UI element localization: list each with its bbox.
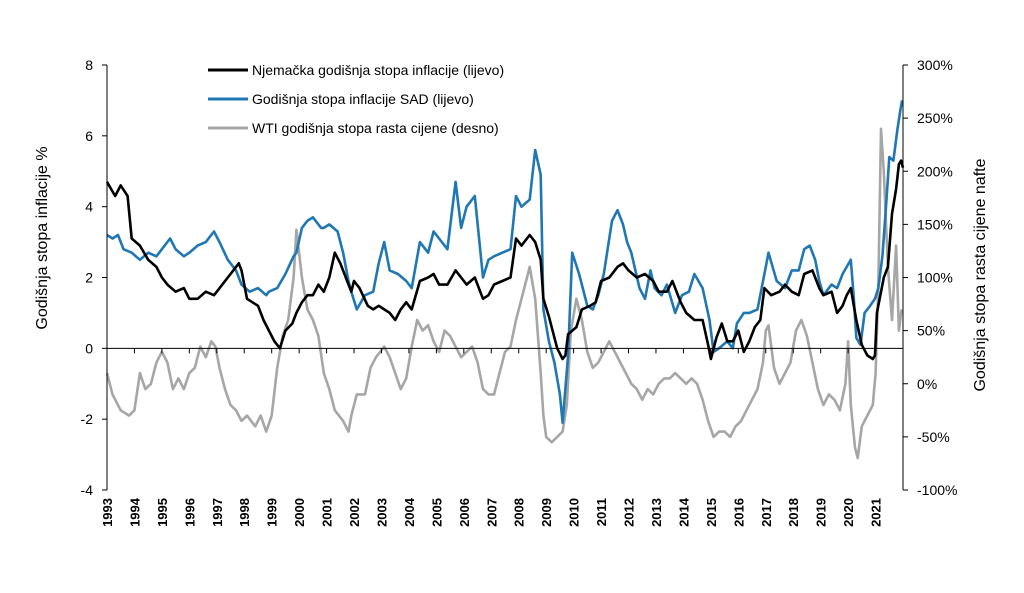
x-tick-label: 2020 xyxy=(841,498,856,527)
y-right-tick-label: 300% xyxy=(917,57,953,73)
x-tick-label: 1998 xyxy=(237,498,252,527)
x-tick-label: 1994 xyxy=(127,497,142,527)
y-left-tick-label: 2 xyxy=(85,270,93,286)
x-tick-label: 2006 xyxy=(457,498,472,527)
x-tick-label: 2019 xyxy=(814,498,829,527)
x-tick-label: 2021 xyxy=(869,498,884,527)
legend-label-1: Njemačka godišnja stopa inflacije (lijev… xyxy=(252,62,504,78)
y-right-tick-label: -100% xyxy=(917,482,957,498)
y-right-tick-label: 250% xyxy=(917,110,953,126)
series-line-3 xyxy=(105,127,903,460)
x-tick-label: 2018 xyxy=(786,498,801,527)
series-line-1 xyxy=(105,159,905,361)
y-right-tick-label: 0% xyxy=(917,376,937,392)
y-right-tick-label: 150% xyxy=(917,216,953,232)
y-left-tick-label: -2 xyxy=(81,411,94,427)
x-tick-label: 2014 xyxy=(676,497,691,527)
y-right-tick-label: 100% xyxy=(917,270,953,286)
y-left-tick-label: -4 xyxy=(81,482,94,498)
y-right-tick-label: 50% xyxy=(917,323,945,339)
x-tick-label: 2007 xyxy=(484,498,499,527)
y-axis-title-right: Godišnja stopa rasta cijene nafte xyxy=(972,158,989,391)
legend-label-2: Godišnja stopa inflacije SAD (lijevo) xyxy=(252,91,474,107)
y-right-tick-label: 200% xyxy=(917,163,953,179)
axes: 8 6 4 2 0 -2 -4 300% 250% 200% 150% 100% 50% 0% -50% -1… xyxy=(81,57,958,527)
x-tick-label: 1996 xyxy=(182,498,197,527)
x-tick-label: 2002 xyxy=(347,498,362,527)
y-left-tick-label: 8 xyxy=(85,57,93,73)
plot-lines xyxy=(105,100,905,460)
x-tick-label: 2017 xyxy=(759,498,774,527)
x-tick-label: 2010 xyxy=(567,498,582,527)
series-line-2 xyxy=(106,100,904,424)
x-tick-label: 2016 xyxy=(731,498,746,527)
x-tick-label: 2004 xyxy=(402,497,417,527)
y-axis-title-left: Godišnja stopa inflacije % xyxy=(34,146,51,329)
x-tick-label: 2011 xyxy=(594,498,609,526)
x-tick-label: 2001 xyxy=(320,498,335,527)
legend-label-3: WTI godišnja stopa rasta cijene (desno) xyxy=(252,120,499,136)
x-tick-label: 2005 xyxy=(429,498,444,527)
x-tick-label: 2000 xyxy=(292,498,307,527)
x-tick-label: 2013 xyxy=(649,498,664,527)
x-tick-label: 1993 xyxy=(100,498,115,527)
y-right-tick-label: -50% xyxy=(917,429,950,445)
y-left-tick-label: 6 xyxy=(85,128,93,144)
y-left-tick-label: 4 xyxy=(85,199,93,215)
x-tick-label: 1995 xyxy=(155,498,170,527)
x-tick-label: 1999 xyxy=(265,498,280,527)
x-tick-label: 2012 xyxy=(622,498,637,527)
x-tick-label: 2003 xyxy=(375,498,390,527)
x-tick-label: 1997 xyxy=(210,498,225,527)
y-left-tick-label: 0 xyxy=(85,340,93,356)
x-tick-label: 2008 xyxy=(512,498,527,527)
x-tick-label: 2015 xyxy=(704,498,719,527)
legend: Njemačka godišnja stopa inflacije (lijev… xyxy=(208,62,504,136)
x-tick-label: 2009 xyxy=(539,498,554,527)
